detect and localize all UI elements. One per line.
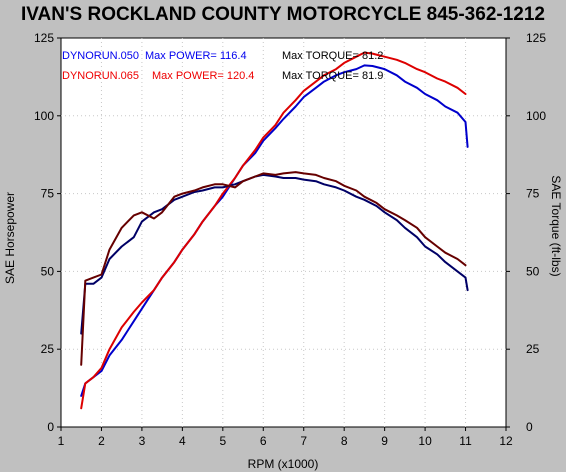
x-tick-label: 1: [58, 434, 65, 448]
y-tick-label-right: 50: [526, 264, 540, 278]
series-torque-dynorun-050: [80, 173, 469, 335]
legend-power-065: Max POWER= 120.4: [152, 70, 254, 82]
x-tick-label: 5: [219, 434, 226, 448]
grid-lines: [61, 38, 506, 427]
x-axis-label: RPM (x1000): [248, 457, 319, 471]
series-power-dynorun-065: [80, 51, 467, 410]
y-tick-label-right: 25: [526, 342, 540, 356]
legend-run-050: DYNORUN.050: [62, 50, 139, 62]
x-tick-label: 6: [260, 434, 267, 448]
y-tick-label-left: 50: [41, 264, 55, 278]
x-tick-label: 9: [381, 434, 388, 448]
y-tick-label-right: 0: [526, 420, 533, 434]
x-tick-label: 10: [418, 434, 432, 448]
y-axis-right-label: SAE Torque (ft-lbs): [549, 175, 563, 276]
x-tick-label: 4: [179, 434, 186, 448]
y-tick-label-right: 75: [526, 187, 540, 201]
y-tick-label-left: 125: [34, 31, 54, 45]
x-tick-label: 12: [499, 434, 513, 448]
legend-run-065: DYNORUN.065: [62, 70, 139, 82]
x-tick-label: 3: [139, 434, 146, 448]
series-power-dynorun-050: [80, 64, 469, 397]
y-tick-label-left: 75: [41, 187, 55, 201]
legend: DYNORUN.050 Max POWER= 116.4 Max TORQUE=…: [62, 50, 383, 82]
x-tick-label: 2: [98, 434, 105, 448]
legend-torque-050: Max TORQUE= 81.2: [282, 50, 383, 62]
plot-area: [60, 37, 507, 428]
y-axis-left-label: SAE Horsepower: [3, 192, 17, 284]
legend-torque-065: Max TORQUE= 81.9: [282, 70, 383, 82]
y-tick-label-left: 0: [47, 420, 54, 434]
series-lines: [80, 51, 469, 410]
chart-title: IVAN'S ROCKLAND COUNTY MOTORCYCLE 845-36…: [21, 4, 545, 25]
y-tick-label-right: 100: [526, 109, 546, 123]
y-tick-label-left: 100: [34, 109, 54, 123]
y-tick-label-right: 125: [526, 31, 546, 45]
x-tick-label: 8: [341, 434, 348, 448]
x-tick-label: 11: [459, 434, 472, 448]
y-tick-label-left: 25: [41, 342, 55, 356]
x-tick-label: 7: [300, 434, 307, 448]
series-torque-dynorun-065: [80, 171, 467, 366]
legend-power-050: Max POWER= 116.4: [145, 50, 247, 62]
